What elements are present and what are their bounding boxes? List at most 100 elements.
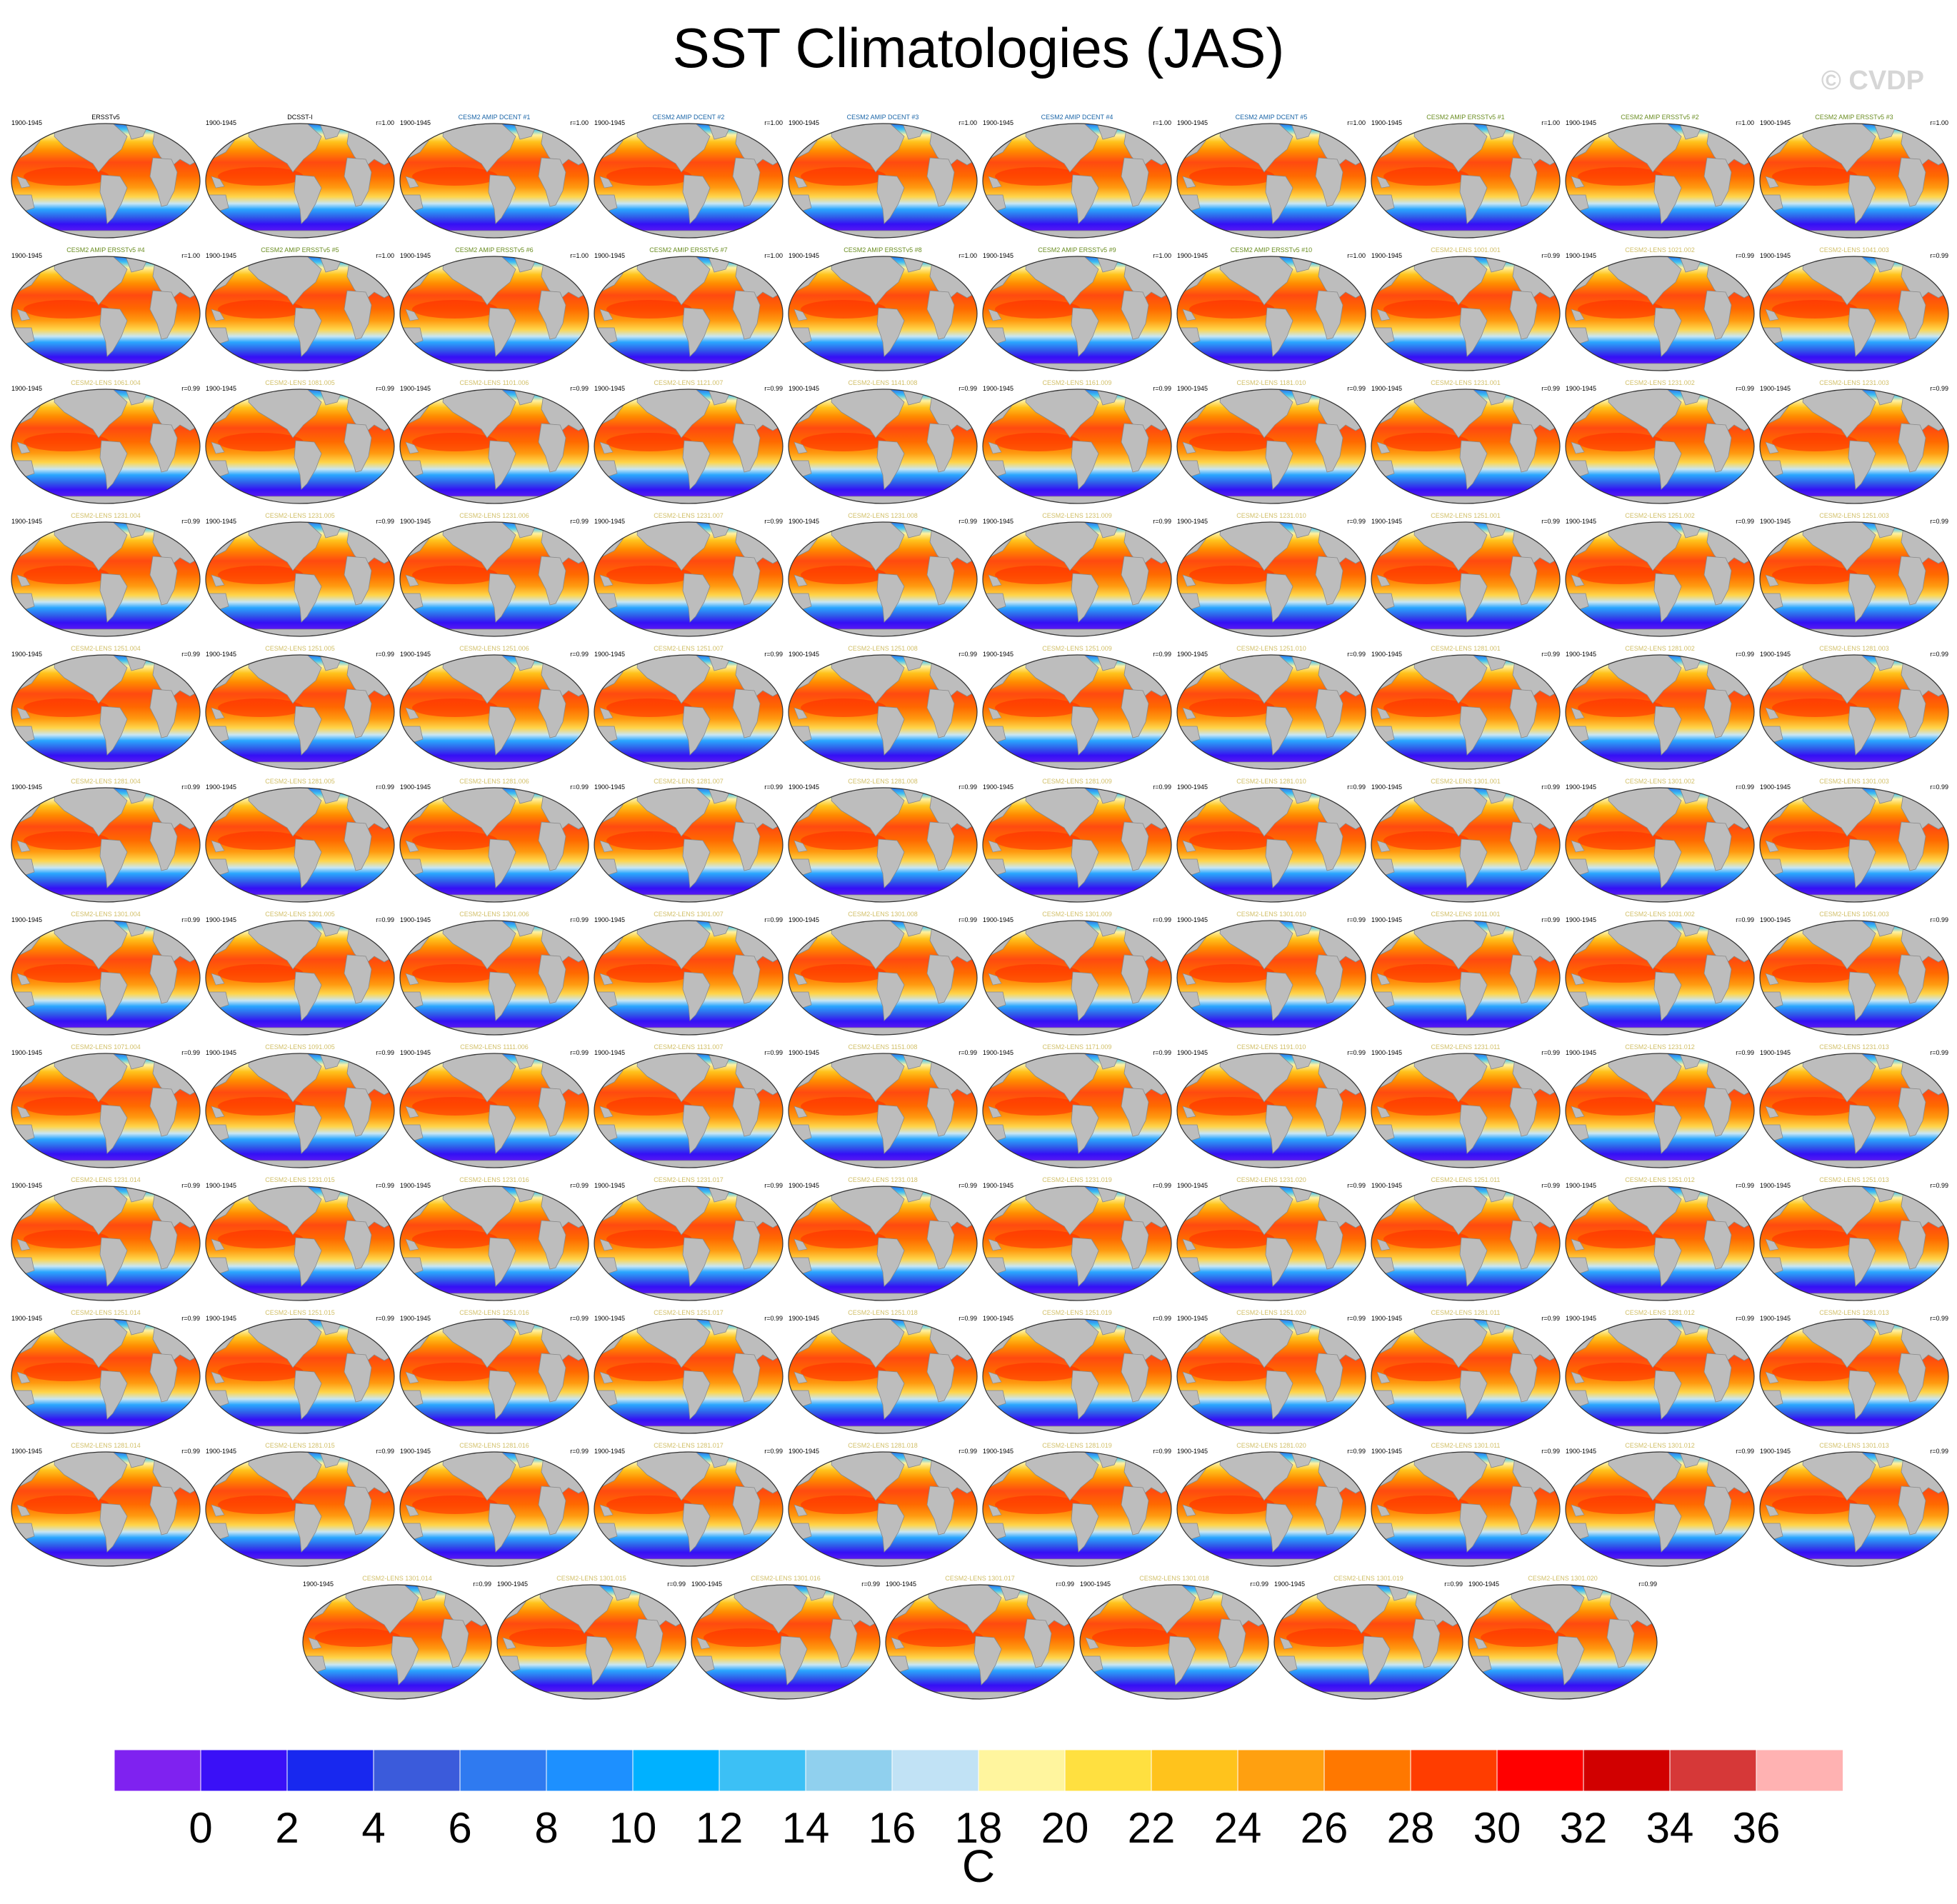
panel-title: CESM2-LENS 1281.008: [848, 778, 918, 785]
panel-title: CESM2-LENS 1301.008: [848, 911, 918, 918]
map-panel: 1900-1945 CESM2-LENS 1281.017 r=0.99: [594, 1442, 783, 1566]
panel-period: 1900-1945: [1760, 1049, 1791, 1056]
map-panel: 1900-1945 CESM2-LENS 1071.004 r=0.99: [11, 1043, 200, 1168]
panel-correlation: r=1.00: [570, 119, 589, 126]
panel-title: CESM2-LENS 1031.002: [1625, 911, 1695, 918]
panel-title: CESM2 AMIP DCENT #5: [1236, 114, 1308, 121]
colorbar-box: [373, 1749, 461, 1792]
panel-title: CESM2-LENS 1061.004: [71, 379, 141, 386]
panel-period: 1900-1945: [691, 1580, 722, 1588]
panel-period: 1900-1945: [789, 385, 819, 392]
panel-title: CESM2-LENS 1041.003: [1819, 246, 1889, 254]
panel-period: 1900-1945: [1566, 252, 1596, 259]
map-panel: 1900-1945 ERSSTv5: [11, 114, 200, 238]
map-panel: 1900-1945 CESM2-LENS 1231.001 r=0.99: [1371, 379, 1560, 503]
map-panel: 1900-1945 CESM2-LENS 1301.011 r=0.99: [1371, 1442, 1560, 1566]
panel-title: CESM2-LENS 1281.017: [654, 1442, 724, 1449]
panel-title: CESM2-LENS 1251.017: [654, 1309, 724, 1316]
map-panel: 1900-1945 CESM2-LENS 1231.019 r=0.99: [983, 1176, 1171, 1301]
panel-correlation: r=1.00: [1153, 252, 1171, 259]
map-panel: 1900-1945 CESM2-LENS 1281.009 r=0.99: [983, 778, 1171, 902]
panel-period: 1900-1945: [1177, 518, 1208, 525]
panel-period: 1900-1945: [983, 1315, 1013, 1322]
panel-period: 1900-1945: [1566, 119, 1596, 126]
map-panel: 1900-1945 CESM2-LENS 1231.012 r=0.99: [1566, 1043, 1754, 1168]
panel-title: CESM2-LENS 1301.018: [1139, 1575, 1209, 1582]
panel-correlation: r=0.99: [1541, 1049, 1560, 1056]
colorbar-tick-label: 24: [1214, 1804, 1262, 1852]
colorbar-box: [719, 1749, 806, 1792]
colorbar-tick-label: 34: [1646, 1804, 1694, 1852]
colorbar-box: [1323, 1749, 1411, 1792]
map-panel: 1900-1945 CESM2-LENS 1301.016 r=0.99: [691, 1575, 880, 1699]
panel-title: CESM2-LENS 1231.007: [654, 512, 724, 519]
panel-period: 1900-1945: [1371, 1182, 1402, 1189]
panel-title: CESM2-LENS 1231.001: [1431, 379, 1501, 386]
map-panel: 1900-1945 CESM2-LENS 1301.005 r=0.99: [206, 911, 394, 1035]
panel-period: 1900-1945: [983, 119, 1013, 126]
colorbar-tick-label: 4: [361, 1804, 385, 1852]
panel-title: CESM2-LENS 1231.008: [848, 512, 918, 519]
panel-title: CESM2-LENS 1231.009: [1042, 512, 1112, 519]
map-panel: 1900-1945 CESM2-LENS 1281.008 r=0.99: [789, 778, 977, 902]
panel-period: 1900-1945: [594, 916, 625, 923]
panel-period: 1900-1945: [1177, 916, 1208, 923]
panel-title: CESM2-LENS 1131.007: [654, 1043, 724, 1051]
panel-correlation: r=0.99: [1541, 1182, 1560, 1189]
panel-period: 1900-1945: [594, 1049, 625, 1056]
panel-period: 1900-1945: [983, 651, 1013, 658]
map-panel: 1900-1945 CESM2-LENS 1231.017 r=0.99: [594, 1176, 783, 1301]
panel-title: CESM2-LENS 1301.011: [1431, 1442, 1501, 1449]
colorbar-box: [1583, 1749, 1671, 1792]
colorbar-box: [978, 1749, 1066, 1792]
panel-title: CESM2-LENS 1301.010: [1236, 911, 1306, 918]
panel-period: 1900-1945: [1177, 1182, 1208, 1189]
map-panel: 1900-1945 CESM2-LENS 1101.006 r=0.99: [400, 379, 589, 503]
panel-correlation: r=0.99: [1153, 916, 1171, 923]
map-panel: 1900-1945 CESM2-LENS 1251.016 r=0.99: [400, 1309, 589, 1433]
panel-period: 1900-1945: [1566, 783, 1596, 791]
panel-period: 1900-1945: [1177, 1448, 1208, 1455]
map-panel: 1900-1945 CESM2-LENS 1281.014 r=0.99: [11, 1442, 200, 1566]
panel-period: 1900-1945: [789, 1315, 819, 1322]
map-panel: 1900-1945 CESM2-LENS 1281.005 r=0.99: [206, 778, 394, 902]
map-panel: 1900-1945 CESM2-LENS 1281.012 r=0.99: [1566, 1309, 1754, 1433]
map-panel: 1900-1945 CESM2-LENS 1301.001 r=0.99: [1371, 778, 1560, 902]
panel-correlation: r=0.99: [570, 1315, 589, 1322]
panel-title: CESM2 AMIP DCENT #4: [1041, 114, 1113, 121]
panel-title: CESM2-LENS 1231.015: [265, 1176, 335, 1183]
colorbar-box: [1064, 1749, 1152, 1792]
panel-period: 1900-1945: [789, 252, 819, 259]
colorbar-box: [1496, 1749, 1584, 1792]
colorbar-tick-label: 32: [1560, 1804, 1608, 1852]
panel-title: CESM2-LENS 1101.006: [460, 379, 529, 386]
colorbar-tick-label: 0: [189, 1804, 212, 1852]
panel-correlation: r=0.99: [1153, 651, 1171, 658]
panel-period: 1900-1945: [594, 252, 625, 259]
panel-correlation: r=0.99: [1930, 651, 1948, 658]
map-panel: 1900-1945 CESM2-LENS 1251.015 r=0.99: [206, 1309, 394, 1433]
panel-period: 1900-1945: [789, 783, 819, 791]
map-panel: 1900-1945 CESM2 AMIP ERSSTv5 #3 r=1.00: [1760, 114, 1948, 238]
map-panel: 1900-1945 CESM2-LENS 1231.006 r=0.99: [400, 512, 589, 636]
map-panel: 1900-1945 CESM2-LENS 1171.009 r=0.99: [983, 1043, 1171, 1168]
panel-title: CESM2-LENS 1071.004: [71, 1043, 141, 1051]
panel-correlation: r=0.99: [1541, 783, 1560, 791]
map-panel: 1900-1945 CESM2 AMIP DCENT #4 r=1.00: [983, 114, 1171, 238]
map-panel: 1900-1945 CESM2-LENS 1251.005 r=0.99: [206, 645, 394, 769]
panel-period: 1900-1945: [1371, 1315, 1402, 1322]
map-panel: 1900-1945 CESM2-LENS 1281.019 r=0.99: [983, 1442, 1171, 1566]
map-panel: 1900-1945 CESM2-LENS 1111.006 r=0.99: [400, 1043, 589, 1168]
map-panel: 1900-1945 CESM2-LENS 1231.014 r=0.99: [11, 1176, 200, 1301]
panel-period: 1900-1945: [1566, 651, 1596, 658]
panel-period: 1900-1945: [1566, 1182, 1596, 1189]
panel-correlation: r=0.99: [1541, 651, 1560, 658]
panel-correlation: r=0.99: [764, 1049, 783, 1056]
panel-title: CESM2-LENS 1251.011: [1431, 1176, 1501, 1183]
panel-title: CESM2-LENS 1191.010: [1237, 1043, 1306, 1051]
colorbar-tick-label: 26: [1301, 1804, 1348, 1852]
panel-title: CESM2-LENS 1301.007: [654, 911, 724, 918]
map-panel: 1900-1945 CESM2-LENS 1231.018 r=0.99: [789, 1176, 977, 1301]
map-panel: 1900-1945 CESM2-LENS 1301.006 r=0.99: [400, 911, 589, 1035]
panel-correlation: r=0.99: [570, 1182, 589, 1189]
